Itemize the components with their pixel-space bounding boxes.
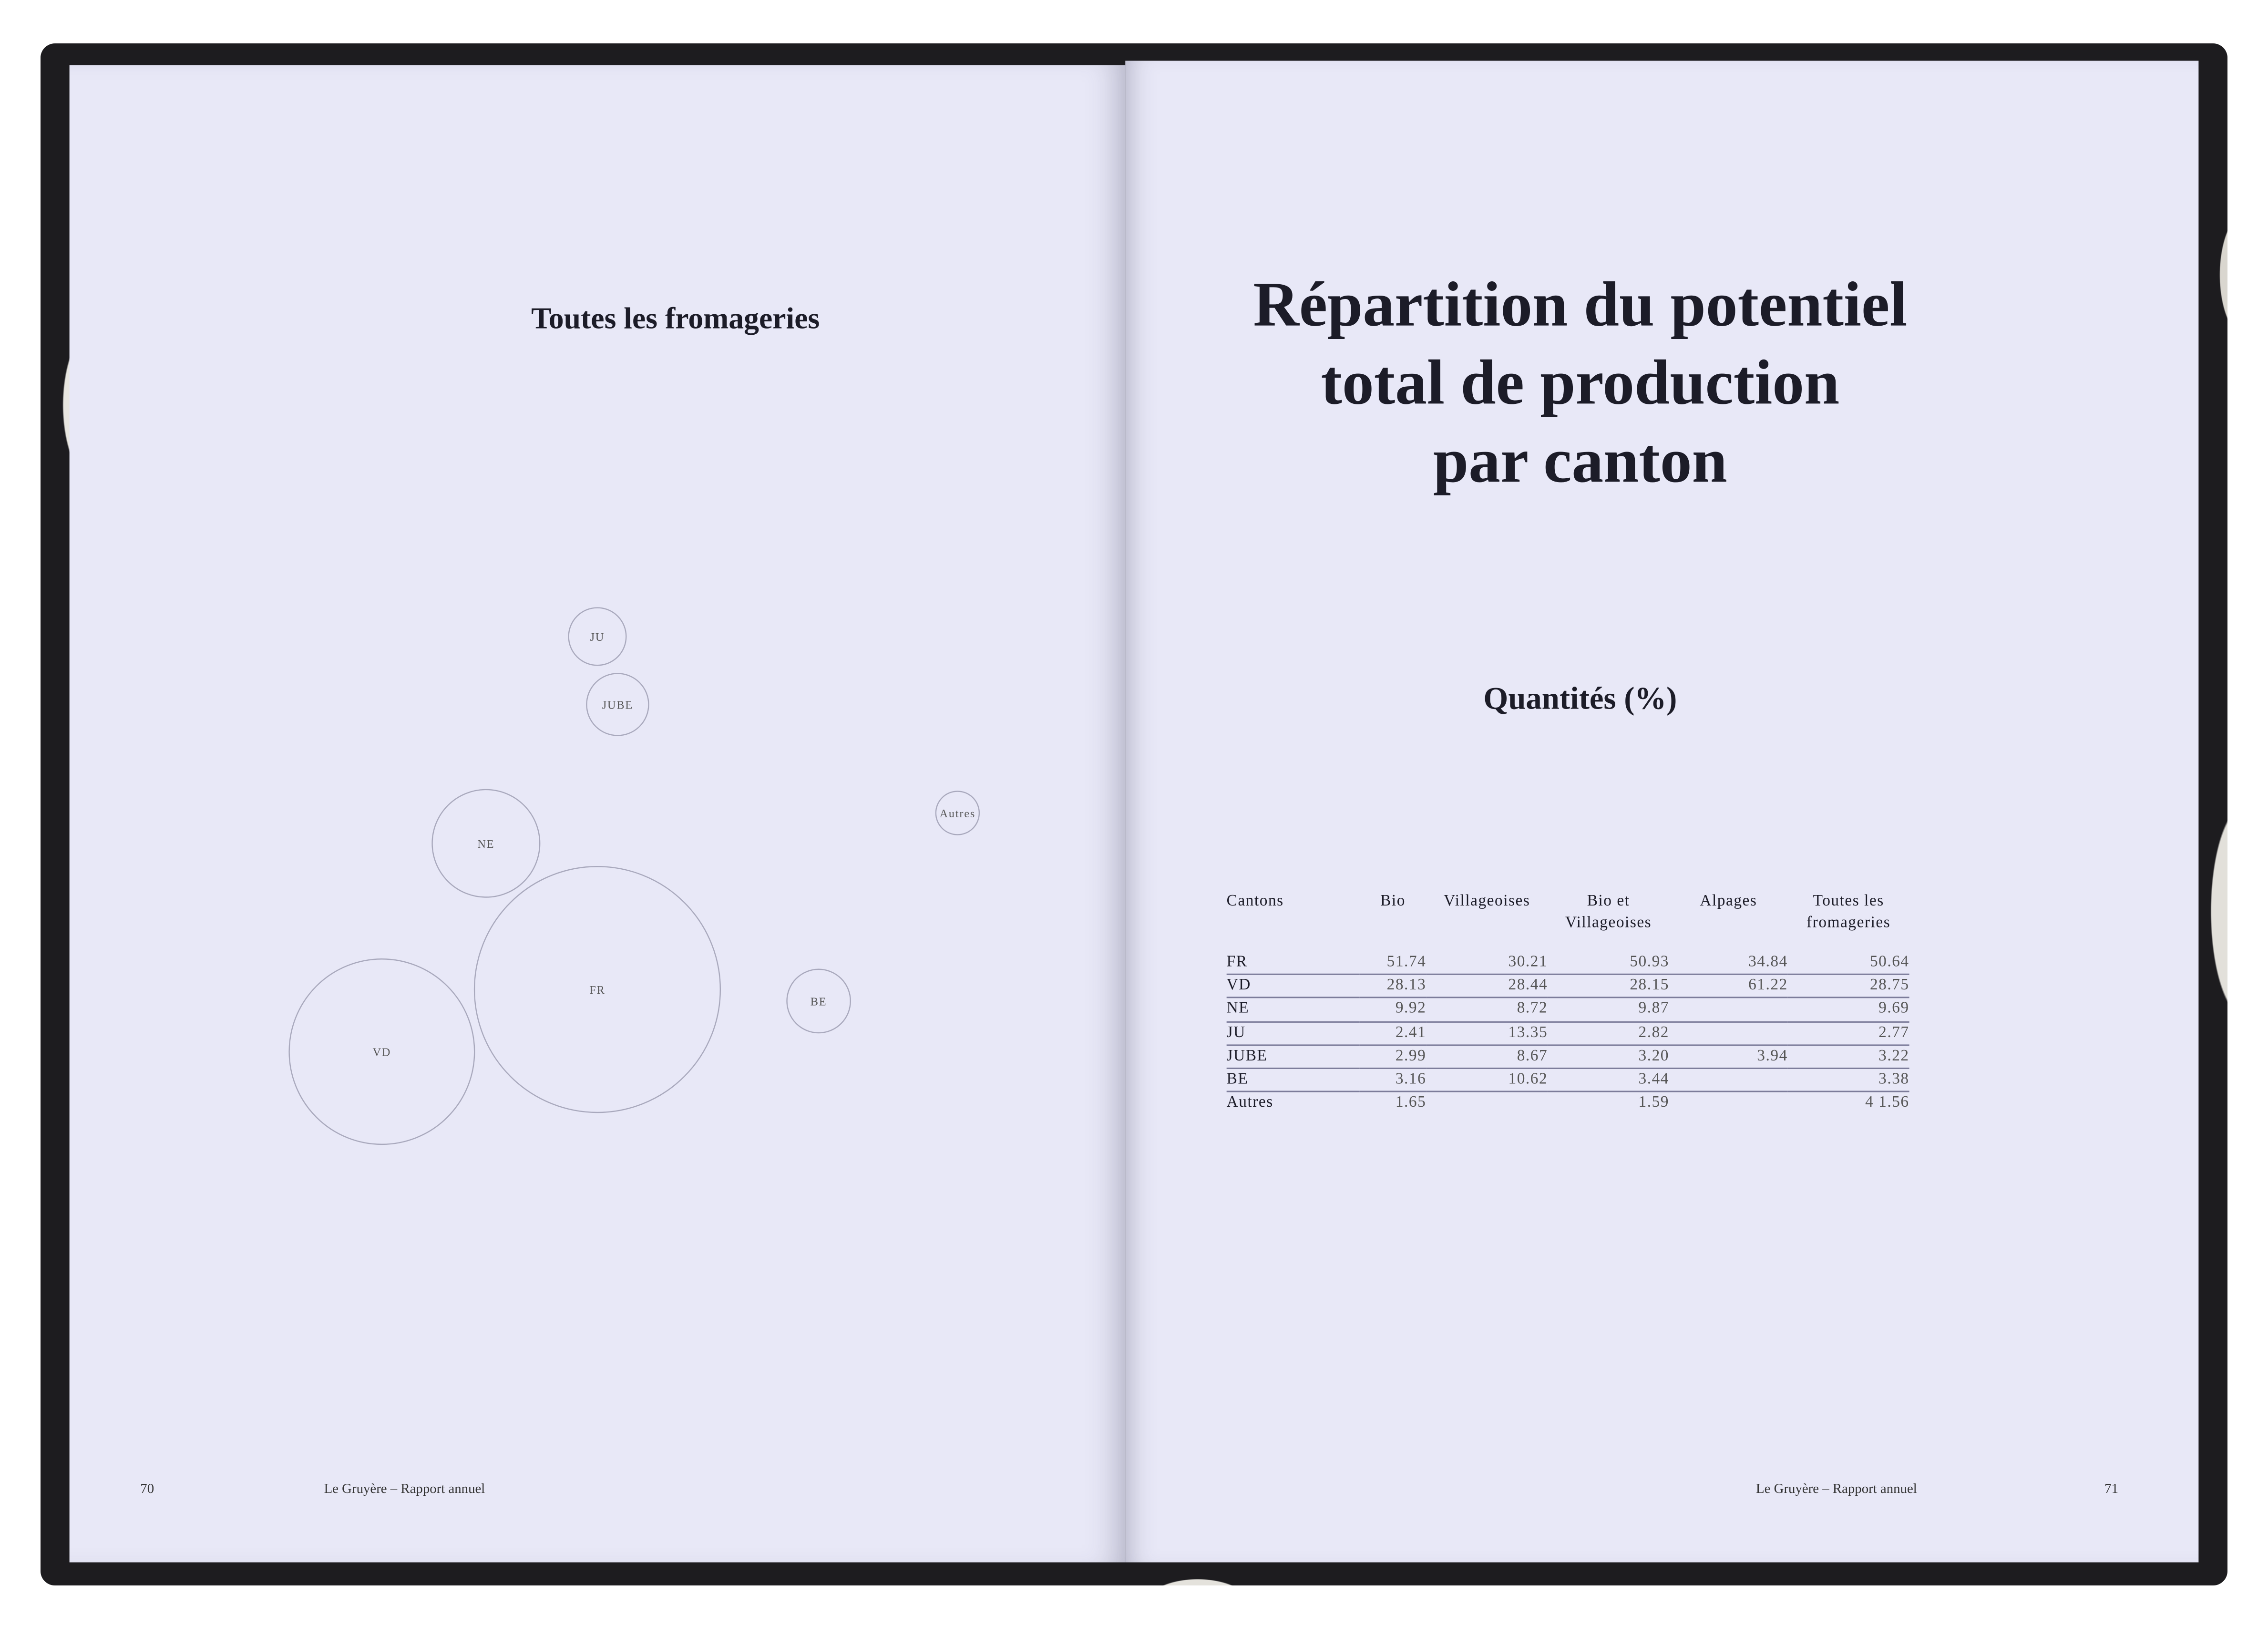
bubble-label: FR bbox=[589, 984, 605, 997]
column-header: Toutes les fromageries bbox=[1806, 892, 1891, 932]
bubble-fr bbox=[473, 866, 721, 1113]
table-cell: 3.20 bbox=[1548, 1045, 1670, 1069]
table-cell: 51.74 bbox=[1359, 952, 1426, 976]
table-cell bbox=[1669, 998, 1788, 1022]
table-cell: 28.75 bbox=[1787, 974, 1909, 999]
row-label: JU bbox=[1226, 1021, 1360, 1046]
table-cell: 3.38 bbox=[1787, 1068, 1909, 1092]
table-cell: 13.35 bbox=[1426, 1021, 1548, 1046]
table-cell bbox=[1669, 1091, 1788, 1114]
page-number-left: 70 bbox=[140, 1482, 154, 1497]
table-cell: 3.44 bbox=[1548, 1068, 1670, 1092]
table-cell: 4 1.56 bbox=[1865, 1094, 1909, 1111]
footer-left: Le Gruyère – Rapport annuel bbox=[324, 1482, 485, 1497]
table-cell: 28.15 bbox=[1548, 974, 1670, 999]
column-header: Bio et Villageoises bbox=[1565, 892, 1652, 932]
table-cell: 3.22 bbox=[1787, 1045, 1909, 1069]
table-cell: 50.93 bbox=[1548, 952, 1670, 976]
bubble-ne bbox=[431, 789, 541, 898]
row-label: VD bbox=[1226, 974, 1360, 999]
column-header: Bio bbox=[1380, 892, 1406, 910]
bubble-label: JU bbox=[590, 631, 605, 644]
table-cell: 3.94 bbox=[1669, 1045, 1788, 1069]
table-cell: 1.59 bbox=[1638, 1094, 1670, 1111]
bubble-label: JUBE bbox=[602, 699, 633, 712]
bubble-jube bbox=[586, 673, 649, 736]
table-row: NE 9.92 8.72 9.87 9.69 bbox=[1226, 998, 1909, 1022]
table-cell: 50.64 bbox=[1787, 952, 1909, 976]
table-row: VD 28.13 28.44 28.15 61.22 28.75 bbox=[1226, 974, 1909, 999]
table-cell: 9.87 bbox=[1548, 998, 1670, 1022]
table-cell: 8.72 bbox=[1426, 998, 1548, 1022]
title-line: total de production bbox=[1321, 347, 1840, 418]
table-cell bbox=[1669, 1021, 1788, 1046]
table-cell: 2.77 bbox=[1787, 1021, 1909, 1046]
title-line: par canton bbox=[1433, 425, 1727, 496]
table-cell: 1.65 bbox=[1395, 1094, 1426, 1111]
table-row: FR 51.74 30.21 50.93 34.84 50.64 bbox=[1226, 952, 1909, 976]
bubble-label: VD bbox=[373, 1046, 391, 1059]
row-label: FR bbox=[1226, 952, 1360, 976]
footer-right: Le Gruyère – Rapport annuel bbox=[1756, 1482, 1917, 1497]
row-label: Autres bbox=[1226, 1094, 1273, 1111]
right-page bbox=[1125, 61, 2199, 1563]
chart-title: Toutes les fromageries bbox=[531, 301, 820, 336]
data-table: Cantons Bio Villageoises Bio et Villageoise… bbox=[1226, 891, 1909, 1114]
bubble-label: NE bbox=[477, 838, 494, 851]
table-row: JU 2.41 13.35 2.82 2.77 bbox=[1226, 1021, 1909, 1046]
left-page bbox=[69, 65, 1126, 1563]
row-label: BE bbox=[1226, 1068, 1360, 1092]
column-header: Alpages bbox=[1700, 892, 1757, 910]
table-row: JUBE 2.99 8.67 3.20 3.94 3.22 bbox=[1226, 1045, 1909, 1069]
table-cell: 8.67 bbox=[1426, 1045, 1548, 1069]
bubble-label: BE bbox=[811, 995, 827, 1008]
table-cell bbox=[1426, 1091, 1548, 1114]
table-cell: 2.82 bbox=[1548, 1021, 1670, 1046]
table-cell: 34.84 bbox=[1669, 952, 1788, 976]
table-header-row: Cantons Bio Villageoises Bio et Villageoise… bbox=[1227, 891, 1909, 952]
page-number-right: 71 bbox=[2104, 1482, 2118, 1497]
row-label: NE bbox=[1226, 998, 1360, 1022]
table-cell: 10.62 bbox=[1426, 1068, 1548, 1092]
bubble-autres bbox=[935, 791, 980, 835]
table-cell: 28.44 bbox=[1426, 974, 1548, 999]
table-cell: 3.16 bbox=[1359, 1068, 1426, 1092]
table-cell: 2.41 bbox=[1359, 1021, 1426, 1046]
table-cell: 61.22 bbox=[1669, 974, 1788, 999]
row-label: JUBE bbox=[1226, 1045, 1360, 1069]
bubble-label: Autres bbox=[940, 807, 976, 820]
table-title: Quantités (%) bbox=[1483, 679, 1677, 716]
column-header: Cantons bbox=[1226, 892, 1284, 910]
bubble-be bbox=[786, 968, 851, 1034]
table-cell: 2.99 bbox=[1359, 1045, 1426, 1069]
table-cell: 9.69 bbox=[1787, 998, 1909, 1022]
table-cell: 9.92 bbox=[1359, 998, 1426, 1022]
table-row: Autres 1.65 1.59 4 1.56 bbox=[1227, 1091, 1909, 1114]
table-cell bbox=[1669, 1068, 1788, 1092]
table-cell: 28.13 bbox=[1359, 974, 1426, 999]
bubble-ju bbox=[568, 607, 627, 666]
title-line: Répartition du potentiel bbox=[1253, 269, 1908, 340]
table-cell: 30.21 bbox=[1426, 952, 1548, 976]
column-header: Villageoises bbox=[1444, 892, 1530, 910]
bubble-vd bbox=[288, 958, 475, 1145]
page-title: Répartition du potentiel total de produc… bbox=[1186, 266, 1974, 500]
table-row: BE 3.16 10.62 3.44 3.38 bbox=[1226, 1068, 1909, 1092]
